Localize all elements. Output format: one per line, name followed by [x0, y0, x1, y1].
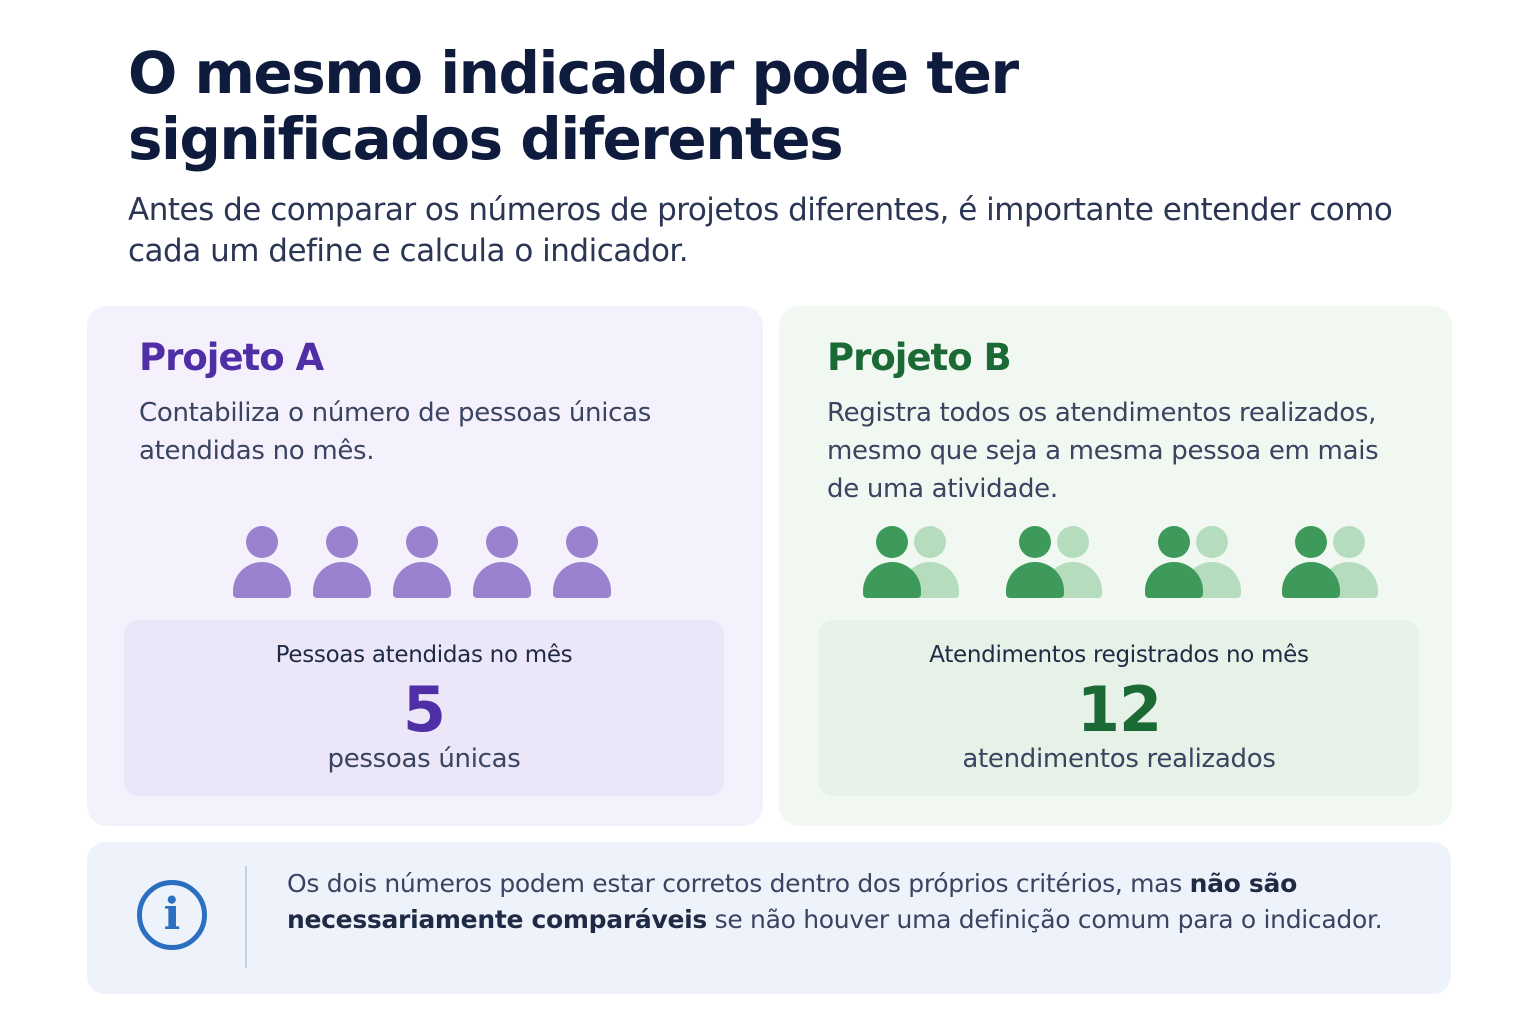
people-pair-icon [1004, 524, 1104, 600]
project-a-title: Projeto A [139, 336, 324, 379]
info-icon: i [137, 880, 207, 950]
project-a-stat-unit: pessoas únicas [327, 744, 521, 774]
project-b-title: Projeto B [827, 336, 1012, 379]
project-b-people-icons [779, 524, 1452, 604]
project-b-stat-box: Atendimentos registrados no mês 12 atend… [819, 620, 1419, 796]
project-a-description: Contabiliza o número de pessoas únicas a… [139, 398, 651, 466]
project-a-people-icons [87, 524, 763, 604]
person-icon [551, 524, 613, 600]
project-a-card: Projeto A Contabiliza o número de pessoa… [87, 306, 763, 826]
note-text-before: Os dois números podem estar corretos den… [287, 869, 1190, 898]
page-title: O mesmo indicador pode ter significados … [128, 39, 1019, 173]
person-icon [391, 524, 453, 600]
note-text: Os dois números podem estar corretos den… [287, 866, 1407, 938]
project-b-description: Registra todos os atendimentos realizado… [827, 398, 1379, 504]
page-subtitle: Antes de comparar os números de projetos… [128, 192, 1393, 269]
project-b-stat-value: 12 [1076, 673, 1162, 746]
person-icon [311, 524, 373, 600]
people-pair-icon [1280, 524, 1380, 600]
project-a-stat-label: Pessoas atendidas no mês [275, 642, 573, 668]
info-note: i Os dois números podem estar corretos d… [87, 842, 1451, 994]
people-pair-icon [861, 524, 961, 600]
note-divider [245, 866, 247, 968]
people-pair-icon [1143, 524, 1243, 600]
project-a-stat-value: 5 [402, 673, 446, 746]
project-b-stat-label: Atendimentos registrados no mês [929, 642, 1309, 668]
person-icon [471, 524, 533, 600]
project-b-stat-unit: atendimentos realizados [962, 744, 1276, 774]
project-a-stat-box: Pessoas atendidas no mês 5 pessoas única… [124, 620, 724, 796]
note-text-bold: não são necessariamente comparáveis [287, 869, 1297, 934]
note-text-after: se não houver uma definição comum para o… [706, 905, 1383, 934]
project-b-card: Projeto B Registra todos os atendimentos… [779, 306, 1452, 826]
person-icon [231, 524, 293, 600]
